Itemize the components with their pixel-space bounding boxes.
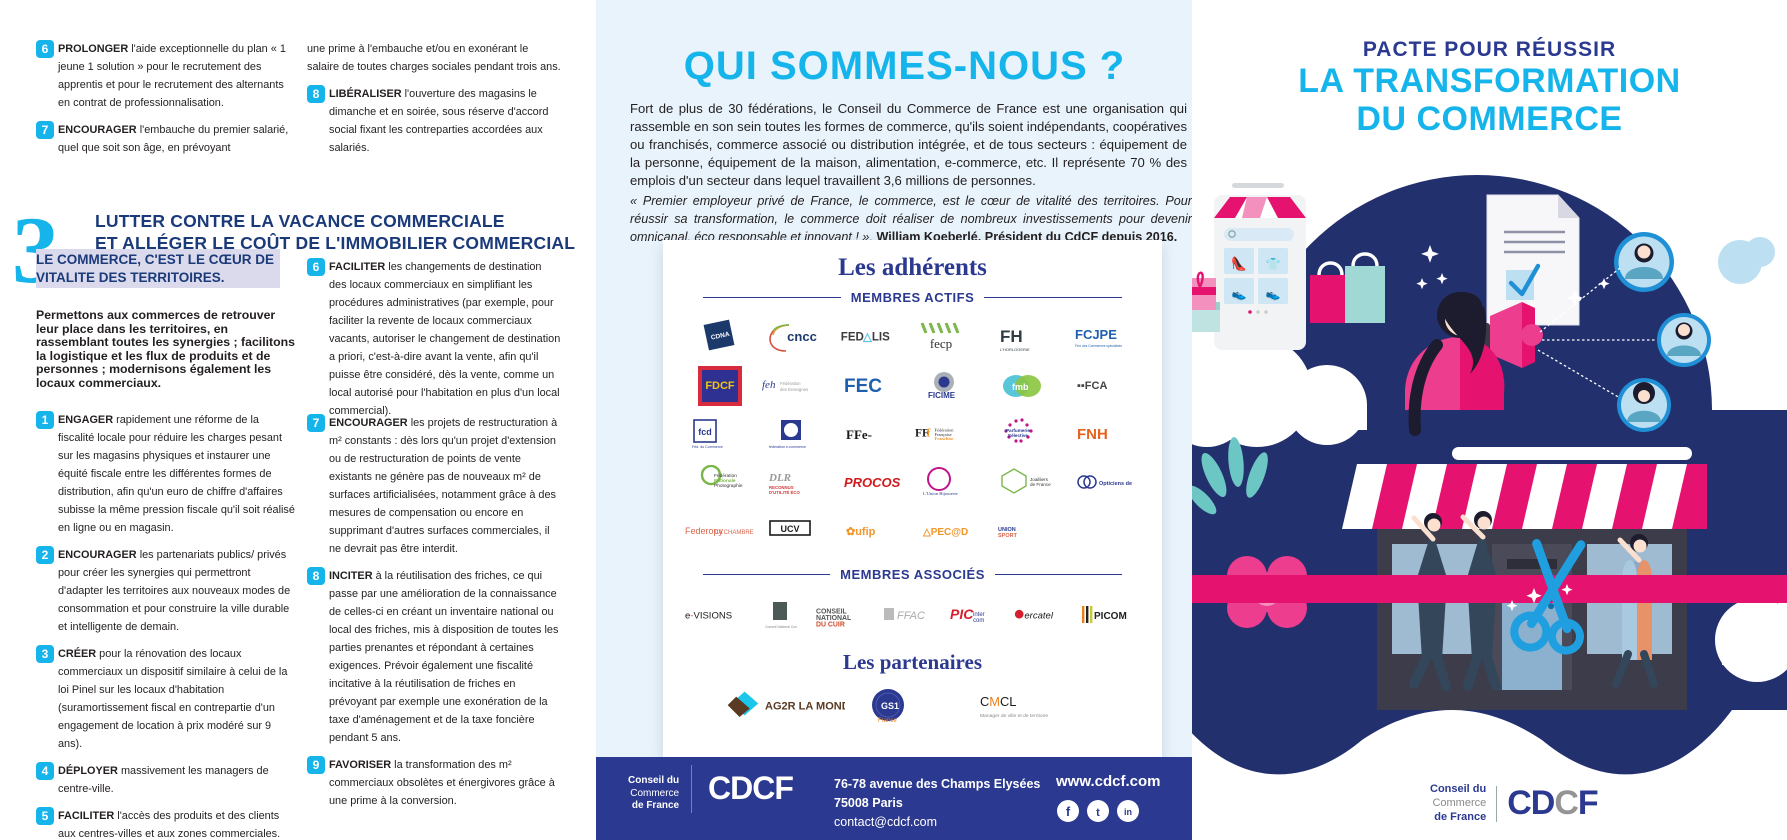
svg-text:Conseil National Cuir: Conseil National Cuir: [765, 625, 798, 629]
svg-text:DU CUIR: DU CUIR: [816, 621, 845, 628]
svg-text:FDCF: FDCF: [706, 380, 736, 392]
svg-text:Photographie: Photographie: [714, 483, 743, 489]
svg-text:FNH: FNH: [1077, 426, 1108, 443]
svg-text:Féd. du Commerce: Féd. du Commerce: [692, 445, 723, 449]
svg-text:AG2R LA MONDIALE: AG2R LA MONDIALE: [765, 700, 845, 712]
svg-text:ercatel: ercatel: [1024, 610, 1053, 621]
svg-text:France: France: [878, 718, 897, 724]
svg-text:Sélective: Sélective: [1008, 433, 1028, 438]
svg-text:Manager de ville et de territo: Manager de ville et de territoire: [980, 713, 1048, 719]
svg-text:FH: FH: [1000, 327, 1023, 346]
svg-text:PIC: PIC: [950, 606, 974, 622]
svg-text:LA CHAMBRE SYNDICALE: LA CHAMBRE SYNDICALE: [715, 530, 755, 536]
svg-text:△PEC@D: △PEC@D: [923, 527, 968, 538]
svg-text:de France: de France: [1030, 482, 1051, 487]
svg-text:f: f: [1066, 804, 1071, 819]
svg-text:des Enseignes: des Enseignes: [780, 387, 808, 392]
svg-text:👠: 👠: [1231, 255, 1247, 271]
svg-text:L'Union Bijouterie: L'Union Bijouterie: [923, 491, 958, 496]
svg-text:GS1: GS1: [881, 701, 899, 711]
svg-text:Franchise: Franchise: [935, 436, 954, 441]
svg-text:fmb: fmb: [1012, 382, 1029, 392]
svg-text:DLR: DLR: [769, 472, 791, 484]
svg-text:com: com: [973, 618, 984, 624]
svg-text:cncc: cncc: [787, 329, 817, 344]
svg-text:👟: 👟: [1266, 287, 1281, 301]
svg-text:D'UTILITÉ ÉCO: D'UTILITÉ ÉCO: [769, 490, 801, 495]
svg-text:FFAC: FFAC: [897, 610, 925, 622]
svg-text:UCV: UCV: [781, 524, 800, 534]
svg-text:f: f: [927, 428, 931, 440]
svg-text:fcd: fcd: [699, 427, 713, 437]
svg-text:Opticiens de France: Opticiens de France: [1099, 481, 1133, 487]
svg-text:fédération e-commerce: fédération e-commerce: [769, 445, 806, 449]
svg-text:👕: 👕: [1266, 257, 1281, 271]
svg-text:FCJPE: FCJPE: [1075, 327, 1117, 342]
svg-text:CONSEIL: CONSEIL: [816, 608, 848, 615]
svg-text:feh: feh: [762, 379, 776, 391]
svg-text:▪▪FCA: ▪▪FCA: [1077, 380, 1107, 392]
svg-text:FEC: FEC: [844, 376, 882, 397]
svg-text:PROCOS: PROCOS: [844, 475, 901, 490]
svg-text:in: in: [1124, 807, 1132, 817]
svg-text:FED: FED: [840, 332, 863, 344]
svg-text:fecp: fecp: [930, 336, 952, 351]
svg-text:CMCL: CMCL: [980, 694, 1016, 709]
svg-text:👟: 👟: [1232, 287, 1247, 301]
svg-text:L'HORLOGERIE: L'HORLOGERIE: [1000, 347, 1030, 352]
svg-text:Féd. des Commerces spécialisés: Féd. des Commerces spécialisés: [1075, 344, 1122, 348]
svg-text:t: t: [1096, 807, 1100, 819]
svg-text:FICIME: FICIME: [928, 391, 956, 400]
svg-text:FFe‐: FFe‐: [846, 427, 872, 442]
svg-text:✿ufip: ✿ufip: [846, 526, 876, 538]
svg-text:LIS: LIS: [871, 332, 889, 344]
svg-text:SPORT: SPORT: [998, 533, 1018, 539]
svg-text:e-VISIONS: e-VISIONS: [685, 610, 732, 621]
svg-text:Fédération: Fédération: [780, 381, 801, 386]
svg-text:PICOM: PICOM: [1094, 611, 1127, 622]
